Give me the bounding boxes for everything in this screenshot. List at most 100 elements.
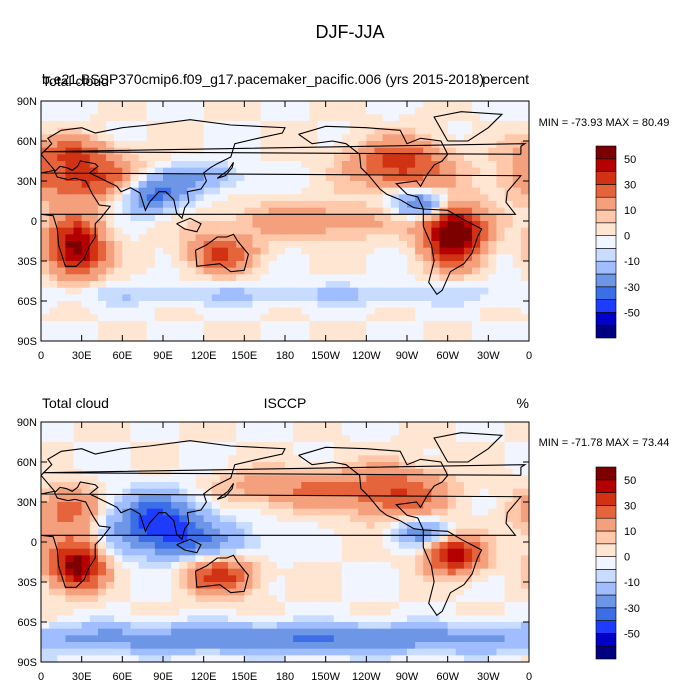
map-cell [520,194,530,202]
map-cell [195,114,205,122]
map-cell [390,174,400,182]
map-cell [455,281,465,289]
map-cell [350,528,359,536]
map-cell [97,575,107,583]
map-cell [415,528,424,536]
map-cell [423,301,432,309]
map-cell [195,542,205,550]
map-cell [520,535,530,543]
map-cell [382,161,392,169]
map-cell [301,615,310,623]
map-cell [154,562,164,570]
map-cell [447,428,457,436]
map-cell [41,655,50,663]
map-cell [81,615,91,623]
map-cell [439,488,449,496]
map-cell [244,428,254,436]
map-cell [293,274,302,282]
map-cell [309,174,319,182]
map-cell [447,201,457,209]
map-cell [171,147,180,155]
map-cell [122,167,132,175]
map-cell [179,201,188,209]
map-cell [504,114,514,122]
map-cell [276,194,286,202]
map-cell [504,327,514,335]
map-cell [512,555,522,563]
map-cell [488,127,498,135]
map-cell [260,455,270,463]
map-cell [447,442,457,450]
map-cell [455,435,465,443]
map-cell [163,428,172,436]
map-cell [390,595,400,603]
map-cell [195,482,205,490]
map-cell [41,201,50,209]
map-cell [455,241,465,249]
map-cell [455,468,465,476]
map-cell [333,314,343,322]
map-cell [512,281,522,289]
map-cell [407,448,416,456]
map-cell [317,334,327,342]
map-cell [341,535,351,543]
map-cell [358,167,367,175]
map-cell [496,161,506,169]
map-cell [81,562,91,570]
map-cell [276,508,286,516]
map-cell [57,187,66,195]
map-cell [195,455,205,463]
map-cell [89,194,99,202]
map-cell [301,622,310,630]
map-cell [504,207,514,215]
map-cell [512,528,522,536]
map-cell [325,455,335,463]
map-cell [358,622,367,630]
map-cell [350,422,359,430]
map-cell [114,595,123,603]
map-cell [138,334,148,342]
map-cell [106,247,115,255]
map-cell [268,602,278,610]
map-cell [73,528,83,536]
map-cell [195,535,205,543]
map-cell [228,628,237,636]
map-cell [407,602,416,610]
map-cell [496,101,506,109]
map-cell [439,194,449,202]
map-cell [366,535,376,543]
map-cell [236,582,245,590]
map-cell [431,562,441,570]
map-cell [496,475,506,483]
map-cell [480,301,489,309]
map-cell [236,107,245,115]
map-cell [447,214,457,222]
map-cell [106,582,115,590]
map-cell [374,327,384,335]
map-cell [211,294,221,302]
map-cell [496,495,506,503]
map-cell [431,254,441,262]
map-cell [398,515,408,523]
map-cell [138,422,148,430]
map-cell [366,502,376,510]
map-cell [366,442,376,450]
colorbar-label: -30 [624,282,640,294]
map-cell [163,207,172,215]
colorbar-swatch [595,517,617,532]
map-cell [480,167,489,175]
map-cell [285,287,294,295]
map-cell [439,161,449,169]
map-cell [455,548,465,556]
map-cell [423,568,432,576]
map-cell [488,267,498,275]
map-cell [211,254,221,262]
map-cell [293,187,302,195]
map-cell [106,462,115,470]
map-cell [268,201,278,209]
map-cell [236,334,245,342]
map-cell [512,187,522,195]
map-cell [341,247,351,255]
map-cell [496,121,506,129]
map-cell [130,522,140,530]
